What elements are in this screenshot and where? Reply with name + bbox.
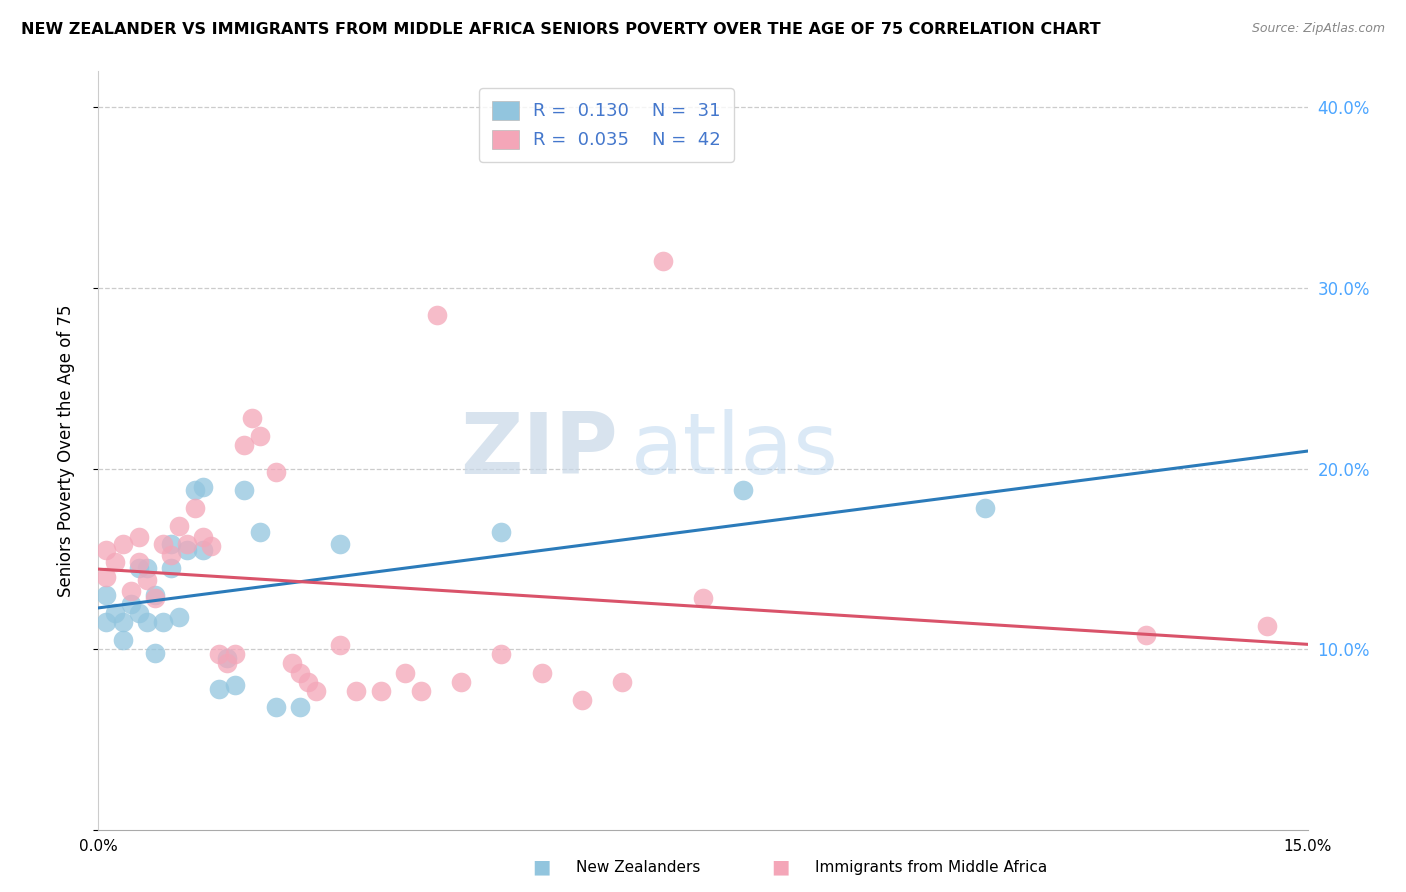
Point [167, 609, 190, 624]
Point [733, 483, 755, 498]
Point [571, 692, 593, 706]
Point [232, 438, 254, 452]
Point [96, 588, 118, 602]
Point [264, 699, 287, 714]
Text: Source: ZipAtlas.com: Source: ZipAtlas.com [1251, 22, 1385, 36]
Point [217, 651, 239, 665]
Point [394, 665, 416, 680]
Point [288, 699, 311, 714]
Point [160, 548, 183, 562]
Point [143, 591, 166, 606]
Point [305, 683, 328, 698]
Point [450, 674, 472, 689]
Point [297, 674, 319, 689]
Point [530, 665, 553, 680]
Point [208, 648, 231, 662]
Point [249, 429, 271, 443]
Point [143, 646, 166, 660]
Point [651, 253, 673, 268]
Point [288, 665, 311, 680]
Point [128, 530, 150, 544]
Point [491, 648, 513, 662]
Point [184, 483, 207, 498]
Point [160, 537, 183, 551]
Point [184, 501, 207, 516]
Point [264, 465, 287, 479]
Point [974, 501, 997, 516]
Point [240, 411, 263, 425]
Legend: R =  0.130    N =  31, R =  0.035    N =  42: R = 0.130 N = 31, R = 0.035 N = 42 [479, 88, 734, 162]
Point [612, 674, 634, 689]
Text: ZIP: ZIP [461, 409, 619, 492]
Point [217, 657, 239, 671]
Point [135, 574, 157, 588]
Point [111, 537, 134, 551]
Point [135, 615, 157, 629]
Point [176, 537, 198, 551]
Point [152, 537, 174, 551]
Point [370, 683, 392, 698]
Point [329, 639, 352, 653]
Text: Immigrants from Middle Africa: Immigrants from Middle Africa [815, 860, 1047, 874]
Point [135, 561, 157, 575]
Point [120, 584, 142, 599]
Point [120, 597, 142, 611]
Point [193, 542, 215, 557]
Point [692, 591, 714, 606]
Point [232, 483, 254, 498]
Point [224, 648, 246, 662]
Point [344, 683, 367, 698]
Point [128, 561, 150, 575]
Point [103, 555, 125, 569]
Point [167, 519, 190, 533]
Point [103, 606, 125, 620]
Text: ■: ■ [770, 857, 790, 877]
Point [176, 542, 198, 557]
Point [128, 606, 150, 620]
Point [96, 615, 118, 629]
Point [143, 588, 166, 602]
Point [1256, 618, 1278, 632]
Point [96, 570, 118, 584]
Point [329, 537, 352, 551]
Point [249, 524, 271, 539]
Point [128, 555, 150, 569]
Text: ■: ■ [531, 857, 551, 877]
Point [111, 633, 134, 648]
Text: atlas: atlas [630, 409, 838, 492]
Point [426, 308, 449, 322]
Text: New Zealanders: New Zealanders [576, 860, 700, 874]
Point [96, 542, 118, 557]
Point [208, 681, 231, 696]
Point [160, 561, 183, 575]
Point [111, 615, 134, 629]
Point [281, 657, 304, 671]
Point [409, 683, 432, 698]
Text: NEW ZEALANDER VS IMMIGRANTS FROM MIDDLE AFRICA SENIORS POVERTY OVER THE AGE OF 7: NEW ZEALANDER VS IMMIGRANTS FROM MIDDLE … [21, 22, 1101, 37]
Point [193, 530, 215, 544]
Point [193, 479, 215, 493]
Point [1135, 627, 1157, 641]
Point [224, 678, 246, 692]
Point [491, 524, 513, 539]
Y-axis label: Seniors Poverty Over the Age of 75: Seniors Poverty Over the Age of 75 [56, 304, 75, 597]
Point [152, 615, 174, 629]
Point [200, 539, 222, 553]
